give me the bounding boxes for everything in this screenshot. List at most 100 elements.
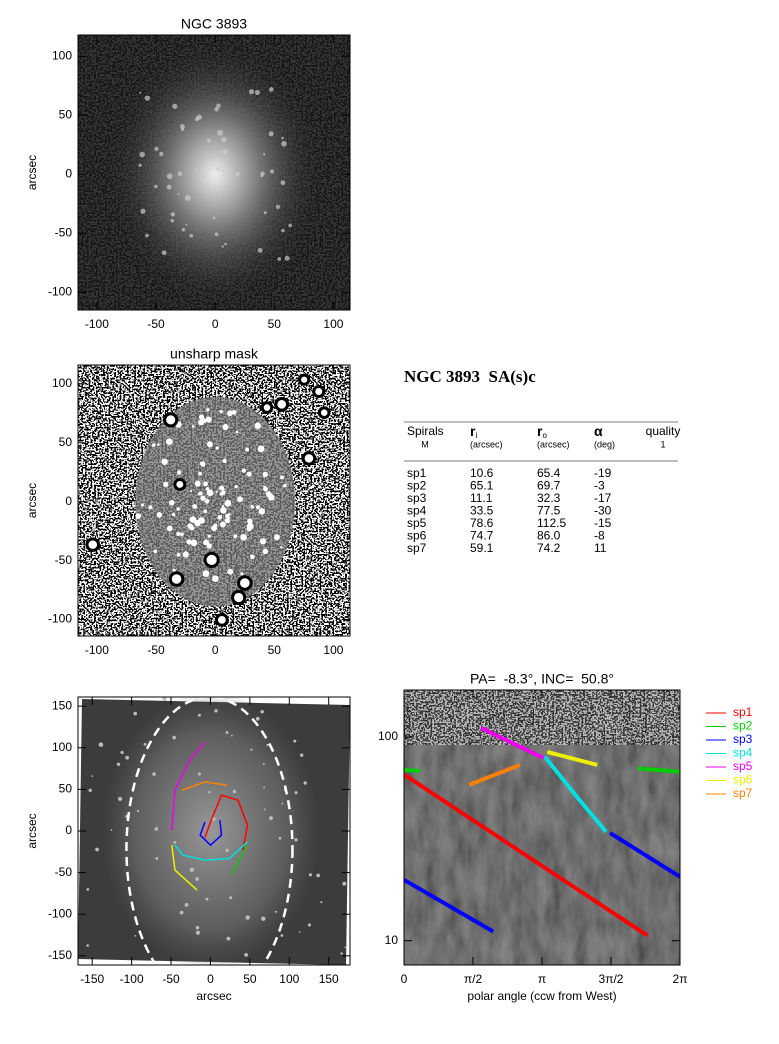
knot bbox=[166, 525, 173, 532]
knot bbox=[212, 575, 219, 583]
star bbox=[274, 396, 290, 412]
knot bbox=[189, 489, 192, 492]
star bbox=[281, 802, 284, 805]
knot bbox=[203, 481, 208, 487]
star bbox=[269, 816, 273, 821]
y-tick-label: -100 bbox=[48, 612, 72, 626]
knot bbox=[206, 408, 210, 412]
star bbox=[316, 873, 320, 878]
table-cell: 33.5 bbox=[470, 504, 494, 518]
knot bbox=[254, 89, 261, 96]
knot bbox=[166, 184, 172, 190]
knot bbox=[203, 539, 210, 546]
table-unit: (arcsec) bbox=[537, 439, 570, 449]
table-title: NGC 3893 SA(s)c bbox=[404, 367, 536, 386]
header-text: r bbox=[470, 423, 476, 439]
knot bbox=[206, 489, 214, 497]
x-tick-label: 2π bbox=[673, 972, 688, 986]
legend-label: sp3 bbox=[733, 732, 753, 746]
knot bbox=[274, 534, 280, 541]
star bbox=[245, 915, 250, 920]
knot bbox=[240, 572, 244, 576]
knot bbox=[268, 87, 274, 92]
y-tick-label: -50 bbox=[55, 865, 73, 879]
knot bbox=[221, 136, 227, 143]
knot bbox=[220, 486, 225, 491]
x-tick-label: π/2 bbox=[464, 972, 483, 986]
table-cell: 65.1 bbox=[470, 479, 494, 493]
star bbox=[263, 786, 265, 789]
star bbox=[237, 575, 253, 591]
knot bbox=[257, 445, 265, 453]
table-cell: -3 bbox=[594, 479, 605, 493]
knot bbox=[281, 228, 285, 233]
star bbox=[274, 910, 277, 913]
knot bbox=[197, 492, 201, 496]
plot-area bbox=[78, 365, 350, 636]
knot bbox=[156, 443, 160, 446]
knot bbox=[283, 483, 287, 488]
y-tick-label: 0 bbox=[65, 823, 72, 837]
knot bbox=[180, 127, 185, 131]
legend-label: sp4 bbox=[733, 746, 753, 760]
table-cell: -8 bbox=[594, 529, 605, 543]
x-tick-label: 100 bbox=[279, 972, 299, 986]
x-axis-label: arcsec bbox=[196, 989, 231, 1003]
knot bbox=[179, 123, 185, 129]
y-tick-label: 100 bbox=[52, 376, 72, 390]
knot bbox=[224, 242, 227, 246]
star bbox=[278, 836, 282, 840]
star bbox=[298, 930, 301, 933]
star bbox=[229, 896, 233, 900]
spiral-trace bbox=[480, 726, 545, 760]
knot bbox=[205, 416, 212, 423]
galaxy bbox=[105, 39, 326, 310]
legend-label: sp6 bbox=[733, 773, 753, 787]
knot bbox=[217, 514, 223, 520]
table-header: ro bbox=[537, 423, 547, 440]
knot bbox=[219, 521, 226, 528]
knot bbox=[256, 505, 260, 510]
header-text: Spirals bbox=[407, 424, 444, 438]
knot bbox=[163, 481, 169, 487]
knot bbox=[254, 422, 262, 430]
spiral-trace bbox=[181, 781, 228, 791]
x-tick-label: 50 bbox=[268, 317, 282, 331]
knot bbox=[190, 539, 198, 547]
knot bbox=[257, 247, 263, 253]
knot bbox=[215, 490, 218, 493]
x-tick-label: -50 bbox=[147, 317, 165, 331]
axes-frame bbox=[77, 364, 351, 637]
star bbox=[173, 477, 187, 491]
knot bbox=[192, 504, 198, 509]
knot bbox=[258, 508, 266, 515]
spiral-trace bbox=[171, 845, 198, 891]
star bbox=[86, 944, 89, 947]
spiral-trace bbox=[231, 844, 248, 874]
star bbox=[301, 451, 317, 466]
y-axis-label: arcsec bbox=[25, 155, 39, 190]
knot bbox=[219, 409, 223, 414]
star bbox=[263, 808, 266, 811]
knot bbox=[177, 192, 180, 195]
knot bbox=[177, 171, 183, 177]
star bbox=[91, 775, 94, 777]
star bbox=[260, 401, 274, 414]
table-cell: sp5 bbox=[407, 516, 427, 530]
legend-label: sp7 bbox=[733, 786, 753, 800]
knot bbox=[198, 414, 205, 420]
star bbox=[294, 838, 298, 842]
star bbox=[155, 857, 159, 860]
knot bbox=[206, 441, 213, 448]
knot bbox=[138, 163, 142, 167]
knot bbox=[196, 114, 202, 120]
star bbox=[308, 873, 312, 877]
knot bbox=[222, 458, 227, 463]
knot bbox=[234, 485, 238, 489]
table-cell: 65.4 bbox=[537, 466, 561, 480]
table-header: quality bbox=[646, 424, 681, 438]
star bbox=[172, 735, 176, 740]
knot bbox=[222, 149, 228, 155]
star bbox=[294, 791, 298, 795]
knot bbox=[233, 534, 238, 538]
